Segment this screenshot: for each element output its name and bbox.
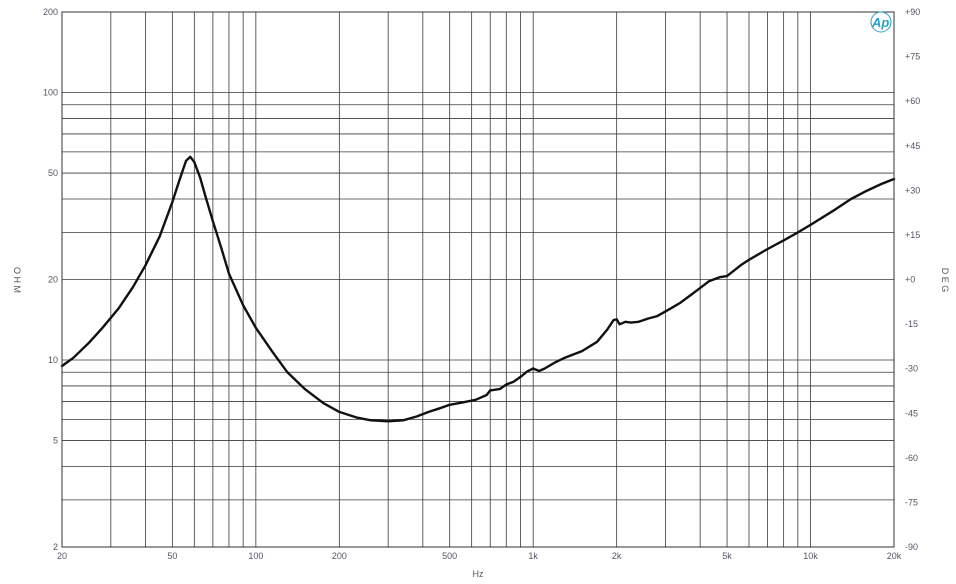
plot-frame — [61, 11, 895, 548]
impedance-curve — [60, 155, 896, 423]
x-tick-label: 1k — [528, 551, 538, 561]
y2-axis-label: D E G — [940, 268, 950, 293]
x-tick-label: 10k — [803, 551, 818, 561]
y-tick-label: 20 — [48, 275, 58, 285]
tick-labels: 20 50 100 200 500 1k 2k 5k 10k 20k 2 5 10 20 50 100 200 +… — [43, 7, 920, 561]
y-tick-label: 100 — [43, 88, 58, 98]
y-tick-label: 2 — [53, 542, 58, 552]
y2-tick-label: +75 — [905, 52, 920, 62]
y2-tick-label: -30 — [905, 364, 918, 374]
y2-tick-label: +90 — [905, 7, 920, 17]
y-tick-label: 50 — [48, 168, 58, 178]
x-tick-label: 20k — [887, 551, 902, 561]
y-tick-label: 5 — [53, 436, 58, 446]
logo-text: Ap — [871, 15, 889, 30]
y2-tick-label: +0 — [905, 275, 915, 285]
x-tick-label: 500 — [442, 551, 457, 561]
y2-tick-label: +15 — [905, 230, 920, 240]
y2-tick-label: -90 — [905, 542, 918, 552]
y2-tick-label: +60 — [905, 96, 920, 106]
y2-tick-label: +45 — [905, 141, 920, 151]
y2-tick-label: -60 — [905, 453, 918, 463]
x-tick-label: 200 — [332, 551, 347, 561]
y2-tick-label: +30 — [905, 185, 920, 195]
x-tick-label: 2k — [612, 551, 622, 561]
logo: Ap — [870, 11, 892, 33]
grid — [62, 12, 894, 547]
y-axis-label: O H M — [12, 267, 22, 293]
y2-tick-label: -45 — [905, 408, 918, 418]
x-tick-label: 5k — [722, 551, 732, 561]
y-tick-label: 200 — [43, 7, 58, 17]
y2-tick-label: -75 — [905, 497, 918, 507]
x-tick-label: 100 — [248, 551, 263, 561]
x-axis-label: Hz — [473, 569, 484, 579]
y-tick-label: 10 — [48, 355, 58, 365]
logo-circle — [870, 11, 892, 33]
x-tick-label: 50 — [167, 551, 177, 561]
y2-tick-label: -15 — [905, 319, 918, 329]
x-tick-label: 20 — [57, 551, 67, 561]
